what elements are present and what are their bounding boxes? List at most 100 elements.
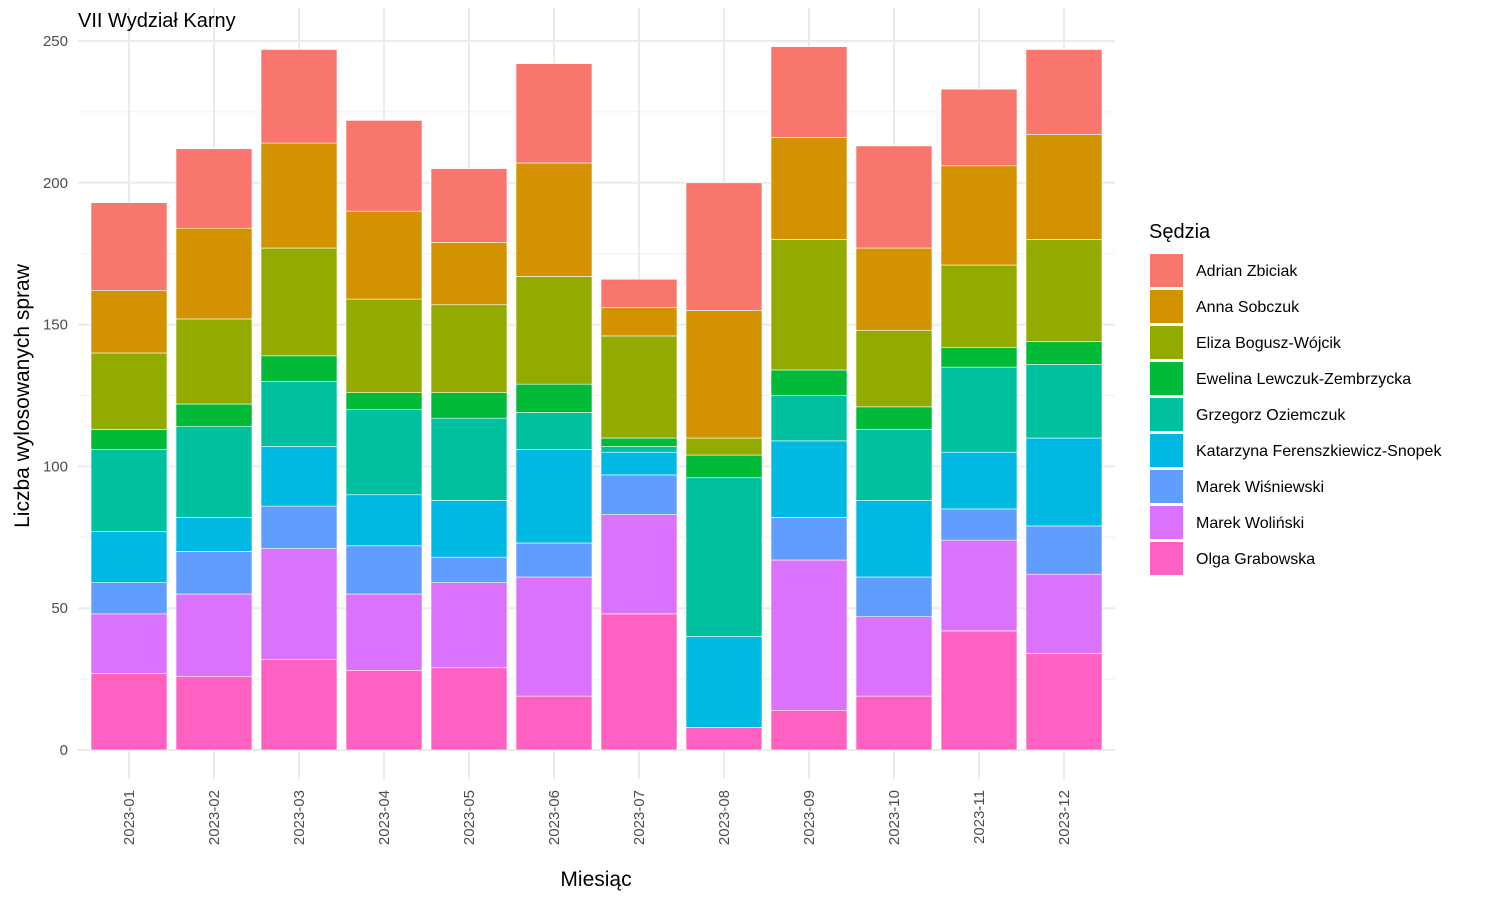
bar-segment	[1025, 49, 1103, 135]
bar-segment	[855, 429, 933, 501]
bar-segment	[345, 494, 423, 547]
bar-segment	[770, 395, 848, 442]
bar-segment	[770, 46, 848, 138]
bar-segment	[260, 446, 338, 507]
bar-segment	[685, 182, 763, 311]
bar-segment	[600, 307, 678, 337]
bar-segment	[345, 392, 423, 410]
legend-label: Katarzyna Ferenszkiewicz-Snopek	[1196, 443, 1442, 460]
legend: Sędzia Adrian Zbiciak Anna Sobczuk Eliza B…	[1149, 221, 1442, 575]
bar-segment	[515, 542, 593, 578]
bar-segment	[940, 264, 1018, 348]
bar-segment	[855, 695, 933, 751]
bar-segment	[345, 409, 423, 496]
x-tick-label: 2023-11	[971, 790, 988, 844]
bar-segment	[175, 227, 253, 320]
bar-segment	[90, 449, 168, 532]
legend-label: Eliza Bogusz-Wójcik	[1196, 335, 1342, 352]
bar-segment	[175, 517, 253, 552]
x-tick-label: 2023-06	[546, 790, 563, 845]
bar-segment	[685, 310, 763, 439]
bar-segment	[940, 539, 1018, 632]
bar-segment	[90, 202, 168, 291]
bar-segment	[430, 304, 508, 393]
legend-label: Ewelina Lewczuk-Zembrzycka	[1196, 371, 1411, 388]
legend-swatch	[1150, 434, 1183, 467]
bar-segment	[515, 162, 593, 277]
bar-segment	[1025, 437, 1103, 527]
bar-segment	[770, 369, 848, 396]
legend-swatch	[1150, 326, 1183, 359]
bar-segment	[1025, 239, 1103, 342]
bar-segment	[515, 449, 593, 544]
bar-segment	[345, 298, 423, 393]
bar-segment	[175, 593, 253, 677]
y-tick-label: 200	[43, 175, 68, 192]
bar-segment	[515, 695, 593, 751]
legend-label: Grzegorz Oziemczuk	[1196, 407, 1346, 424]
bar-segment	[600, 514, 678, 615]
bar-segment	[430, 500, 508, 558]
bar-segment	[1025, 653, 1103, 751]
bar-segment	[175, 426, 253, 518]
bar-segment	[1025, 341, 1103, 365]
bar-segment	[940, 451, 1018, 510]
bar-segment	[855, 406, 933, 430]
bar-segment	[770, 559, 848, 711]
bar-segment	[770, 709, 848, 751]
legend-label: Adrian Zbiciak	[1196, 263, 1298, 280]
bar-segment	[260, 548, 338, 660]
bar-segment	[90, 531, 168, 583]
bar-segment	[1025, 573, 1103, 654]
bar-segment	[600, 613, 678, 751]
bar-segment	[90, 290, 168, 354]
bar-segment	[855, 616, 933, 697]
legend-swatch	[1150, 542, 1183, 575]
legend-label: Olga Grabowska	[1196, 551, 1315, 568]
bar-segment	[260, 142, 338, 249]
x-axis: 2023-01 2023-02 2023-03 2023-04 2023-05 2023-…	[121, 790, 1073, 845]
bar-segment	[260, 247, 338, 357]
bar-segment	[855, 329, 933, 408]
bar-segment	[175, 148, 253, 229]
bar-segment	[260, 381, 338, 447]
x-axis-title: Miesiąc	[560, 868, 631, 891]
bar-segment	[345, 670, 423, 751]
bar-segment	[430, 667, 508, 751]
bar-segment	[515, 63, 593, 164]
bar-segment	[600, 278, 678, 308]
bar-segment	[90, 582, 168, 615]
bar-segment	[1025, 525, 1103, 575]
bar-segment	[515, 576, 593, 697]
x-tick-label: 2023-10	[886, 790, 903, 845]
bar-segment	[515, 383, 593, 413]
bar-segment	[430, 556, 508, 583]
bar-segment	[685, 727, 763, 751]
bar-segment	[940, 165, 1018, 266]
bar-segment	[600, 451, 678, 476]
bars	[90, 46, 1103, 751]
bar-segment	[855, 576, 933, 618]
bar-segment	[430, 242, 508, 306]
bar-segment	[90, 429, 168, 450]
legend-label: Anna Sobczuk	[1196, 299, 1300, 316]
bar-segment	[600, 474, 678, 515]
bar-segment	[1025, 134, 1103, 240]
legend-swatch	[1150, 290, 1183, 323]
x-tick-label: 2023-08	[716, 790, 733, 845]
legend-label: Marek Wiśniewski	[1196, 479, 1324, 496]
legend-swatch	[1150, 362, 1183, 395]
bar-segment	[345, 210, 423, 300]
legend-swatch	[1150, 506, 1183, 539]
bar-segment	[685, 477, 763, 637]
legend-label: Marek Woliński	[1196, 515, 1304, 532]
y-tick-label: 50	[51, 600, 68, 617]
bar-segment	[940, 630, 1018, 751]
bar-segment	[600, 437, 678, 447]
bar-segment	[90, 673, 168, 751]
bar-segment	[685, 454, 763, 479]
legend-swatch	[1150, 254, 1183, 287]
bar-segment	[90, 352, 168, 430]
bar-segment	[1025, 364, 1103, 439]
